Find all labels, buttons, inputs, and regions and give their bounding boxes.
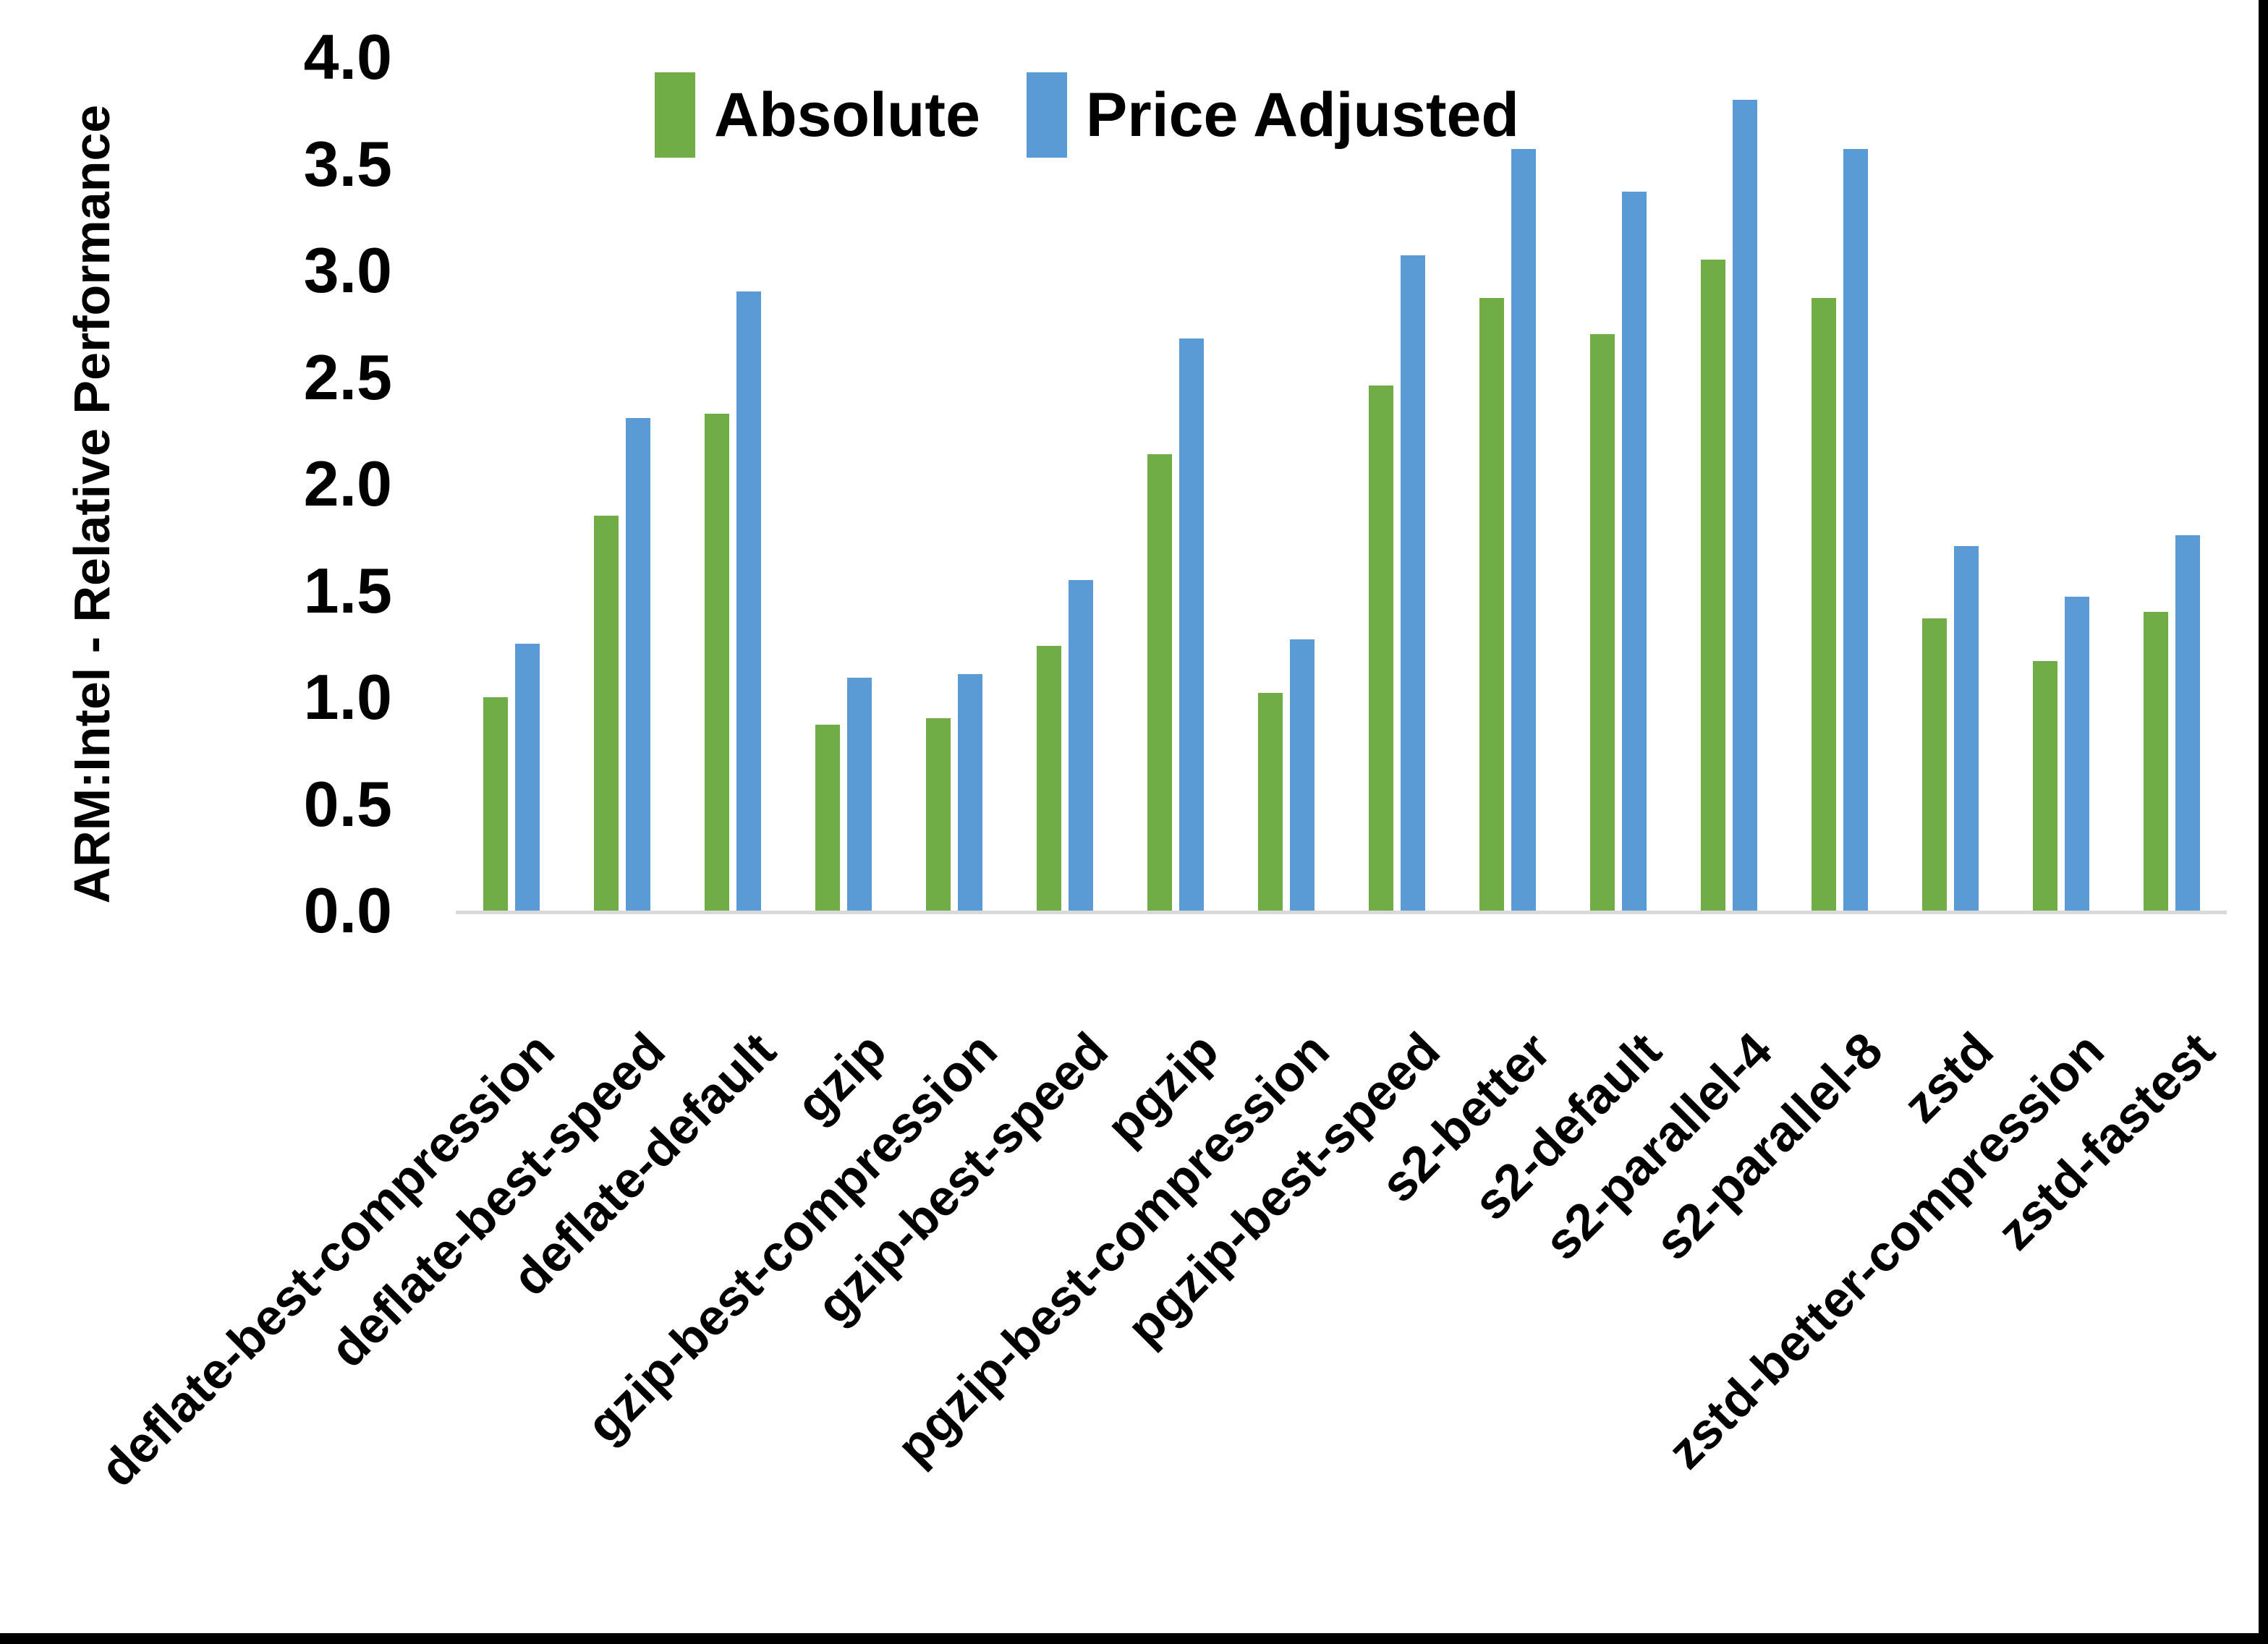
bar-price-adjusted-s2-parallel-4 [1732,100,1757,911]
y-tick-label-2.0: 2.0 [303,448,392,519]
bar-absolute-zstd-better-compression [2032,661,2057,911]
bar-absolute-gzip-best-speed [1036,646,1061,911]
bar-price-adjusted-deflate-best-compression [514,644,540,911]
y-tick-label-0.0: 0.0 [303,874,392,946]
y-tick-label-2.5: 2.5 [303,341,392,413]
bar-price-adjusted-gzip-best-compression [957,674,982,911]
legend-swatch-absolute [655,72,695,158]
bar-absolute-zstd [1921,618,1947,911]
legend-item-absolute: Absolute [655,72,980,158]
bar-price-adjusted-zstd-fastest [2175,535,2200,911]
bar-price-adjusted-s2-default [1621,192,1647,911]
bar-price-adjusted-gzip-best-speed [1068,580,1093,911]
bar-absolute-pgzip [1147,454,1172,911]
bar-absolute-pgzip-best-compression [1257,693,1283,911]
y-tick-label-4.0: 4.0 [303,21,392,93]
bar-absolute-gzip [815,725,840,911]
bar-absolute-deflate-default [704,414,729,911]
bar-price-adjusted-s2-better [1511,149,1536,911]
x-axis-line [456,911,2227,914]
bar-price-adjusted-s2-parallel-8 [1843,149,1868,911]
bar-absolute-pgzip-best-speed [1368,386,1393,911]
bar-absolute-s2-default [1589,334,1615,911]
frame-edge-bottom [0,1633,2268,1644]
y-tick-label-0.5: 0.5 [303,767,392,840]
y-tick-label-3.5: 3.5 [303,127,392,200]
bar-price-adjusted-pgzip-best-speed [1400,255,1425,911]
y-tick-label-1.0: 1.0 [303,661,392,733]
bar-absolute-gzip-best-compression [925,718,951,911]
bar-price-adjusted-pgzip-best-compression [1289,639,1314,911]
legend: Absolute Price Adjusted [655,72,1519,158]
bar-price-adjusted-pgzip [1178,338,1204,911]
bar-price-adjusted-zstd [1953,546,1979,911]
bar-absolute-s2-better [1479,298,1504,911]
bar-price-adjusted-deflate-best-speed [625,418,650,911]
bar-absolute-deflate-best-speed [593,516,619,911]
y-tick-label-1.5: 1.5 [303,554,392,626]
bar-absolute-s2-parallel-4 [1700,260,1725,911]
y-tick-label-3.0: 3.0 [303,234,392,306]
legend-item-price-adjusted: Price Adjusted [1026,72,1519,158]
x-category-label-deflate-best-compression: deflate-best-compression [88,1021,565,1498]
bar-price-adjusted-deflate-default [736,291,761,911]
legend-label-absolute: Absolute [714,80,980,150]
bar-absolute-zstd-fastest [2143,612,2168,911]
bar-absolute-deflate-best-compression [483,697,508,911]
frame-edge-right [2259,0,2268,1644]
legend-swatch-price-adjusted [1026,72,1067,158]
bar-absolute-s2-parallel-8 [1811,298,1836,911]
y-axis-title: ARM:Intel - Relative Performance [64,104,120,904]
legend-label-price-adjusted: Price Adjusted [1085,80,1519,150]
bar-price-adjusted-zstd-better-compression [2064,597,2089,911]
bar-price-adjusted-gzip [846,678,872,911]
